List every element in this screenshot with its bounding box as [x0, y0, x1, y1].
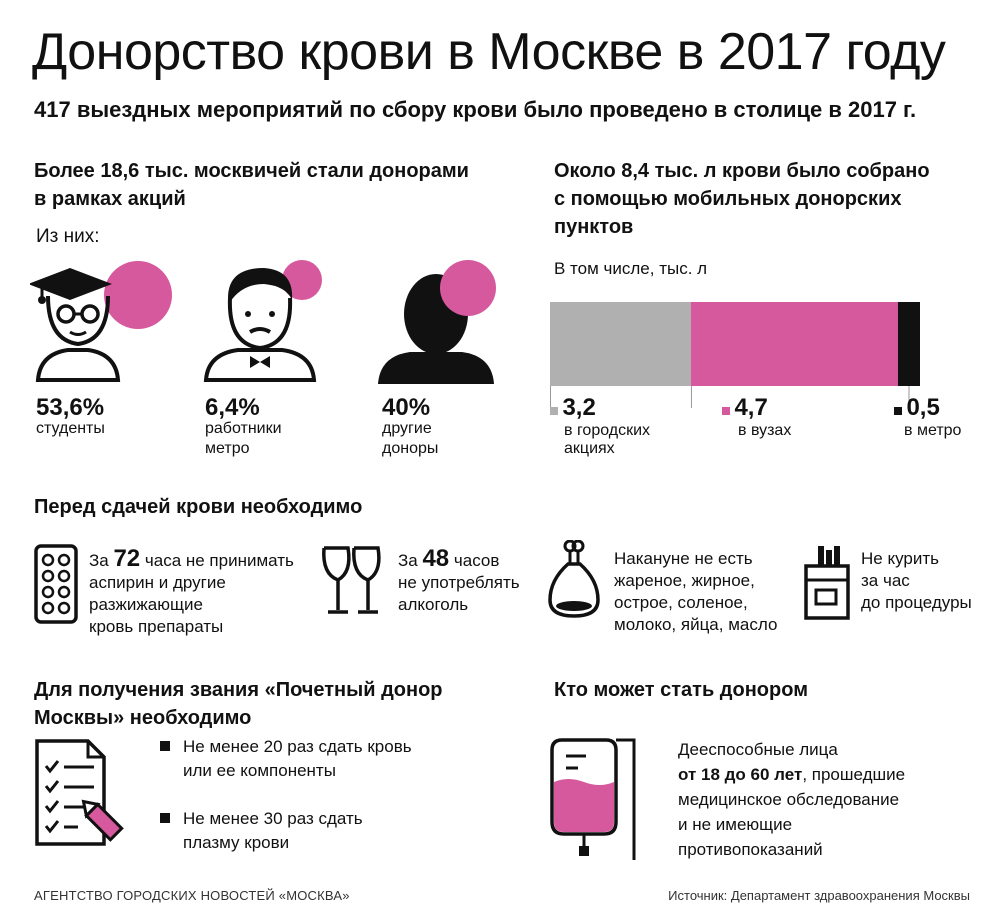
- smoking-line1: Не курить: [861, 549, 939, 568]
- unit-caption: В том числе, тыс. л: [554, 259, 708, 278]
- aspirin-line4: кровь препараты: [89, 617, 224, 636]
- metro-worker-icon: [203, 260, 322, 382]
- other-donors-label-line1: другие: [382, 420, 432, 437]
- of-them-label: Из них:: [36, 226, 100, 247]
- before-item-food: Накануне не есть жареное, жирное, острое…: [614, 548, 777, 636]
- honorary-plasma-line2: плазму крови: [183, 833, 290, 852]
- other-donors-label-line2: доноры: [382, 440, 439, 457]
- pills-icon: [34, 544, 78, 624]
- wine-glasses-icon: [322, 546, 381, 614]
- alcohol-pre: За: [398, 551, 423, 570]
- city-events-caption-line2: акциях: [564, 440, 615, 457]
- value-metro: 0,5: [906, 394, 940, 421]
- who-age-range: от 18 до 60 лет: [678, 765, 803, 784]
- cigarettes-icon: [804, 546, 850, 620]
- donors-heading-line1: Более 18,6 тыс. москвичей стали донорами: [34, 160, 469, 182]
- before-item-aspirin: За 72 часа не принимать аспирин и другие…: [89, 545, 294, 638]
- value-city-events: 3,2: [562, 394, 596, 421]
- who-line5: противопоказаний: [678, 840, 823, 859]
- alcohol-hours: 48: [422, 545, 450, 572]
- aspirin-post: часа не принимать: [140, 551, 294, 570]
- legend-swatch-pink: [722, 407, 730, 415]
- city-events-caption: в городских акциях: [564, 422, 650, 458]
- aspirin-hours: 72: [113, 545, 141, 572]
- aspirin-line3: разжижающие: [89, 595, 203, 614]
- blood-heading-line3: пунктов: [554, 216, 634, 238]
- alcohol-line3: алкоголь: [398, 595, 469, 614]
- honorary-heading: Для получения звания «Почетный донор Мос…: [34, 676, 443, 732]
- legend-swatch-black: [894, 407, 902, 415]
- aspirin-pre: За: [89, 551, 114, 570]
- who-line1: Дееспособные лица: [678, 740, 838, 759]
- agency-credit: АГЕНТСТВО ГОРОДСКИХ НОВОСТЕЙ «МОСКВА»: [34, 888, 350, 903]
- bar-segment-universities: [690, 302, 898, 386]
- before-heading: Перед сдачей крови необходимо: [34, 496, 363, 518]
- honorary-blood-line1: Не менее 20 раз сдать кровь: [183, 737, 412, 756]
- before-item-alcohol: За 48 часов не употреблять алкоголь: [398, 545, 520, 616]
- student-icon: [30, 261, 172, 382]
- blood-heading-line2: с помощью мобильных донорских: [554, 188, 902, 210]
- segment-label-city-events: 3,2 в городских акциях: [550, 394, 650, 458]
- smoking-line3: до процедуры: [861, 593, 972, 612]
- metro-workers-pct: 6,4%: [205, 394, 260, 421]
- honorary-heading-line2: Москвы» необходимо: [34, 707, 252, 729]
- food-line2: жареное, жирное,: [614, 571, 755, 590]
- donors-heading-line2: в рамках акций: [34, 188, 186, 210]
- other-donors-label: другие доноры: [382, 419, 438, 459]
- stacked-bar-chart: [550, 302, 920, 408]
- segment-label-metro: 0,5 в метро: [894, 394, 961, 440]
- who-line3: медицинское обследование: [678, 790, 900, 809]
- who-line2-rest: , прошедшие: [802, 765, 906, 784]
- metro-workers-label-line2: метро: [205, 440, 250, 457]
- students-pct: 53,6%: [36, 394, 105, 421]
- food-line3: острое, соленое,: [614, 593, 748, 612]
- other-donors-pct: 40%: [382, 394, 431, 421]
- universities-caption: в вузах: [738, 422, 792, 439]
- honorary-item-blood: Не менее 20 раз сдать кровь или ее компо…: [183, 735, 412, 783]
- before-item-smoking: Не курить за час до процедуры: [861, 548, 972, 614]
- metro-workers-label-line1: работники: [205, 420, 282, 437]
- honorary-plasma-line1: Не менее 30 раз сдать: [183, 809, 363, 828]
- donors-heading: Более 18,6 тыс. москвичей стали донорами…: [34, 157, 469, 213]
- other-donor-icon: [378, 260, 496, 384]
- bullet-square: [160, 741, 170, 751]
- bar-segment-metro: [897, 302, 920, 386]
- smoking-line2: за час: [861, 571, 910, 590]
- metro-workers-label: работники метро: [205, 419, 282, 459]
- food-line4: молоко, яйца, масло: [614, 615, 778, 634]
- who-heading: Кто может стать донором: [554, 679, 808, 701]
- checklist-icon: [35, 739, 124, 846]
- chicken-leg-icon: [548, 540, 600, 618]
- legend-swatch-gray: [550, 407, 558, 415]
- alcohol-post: часов: [449, 551, 500, 570]
- segment-label-universities: 4,7 в вузах: [722, 394, 791, 440]
- metro-caption: в метро: [904, 422, 962, 439]
- blood-heading-line1: Около 8,4 тыс. л крови было собрано: [554, 160, 930, 182]
- food-line1: Накануне не есть: [614, 549, 753, 568]
- value-universities: 4,7: [734, 394, 768, 421]
- page-subtitle: 417 выездных мероприятий по сбору крови …: [34, 97, 917, 122]
- honorary-heading-line1: Для получения звания «Почетный донор: [34, 679, 443, 701]
- honorary-item-plasma: Не менее 30 раз сдать плазму крови: [183, 807, 363, 855]
- who-description: Дееспособные лица от 18 до 60 лет, проше…: [678, 737, 905, 862]
- blood-heading: Около 8,4 тыс. л крови было собрано с по…: [554, 157, 930, 241]
- city-events-caption-line1: в городских: [564, 422, 651, 439]
- blood-bag-icon: [550, 738, 636, 860]
- honorary-blood-line2: или ее компоненты: [183, 761, 336, 780]
- bar-segment-city-events: [550, 302, 691, 386]
- aspirin-line2: аспирин и другие: [89, 573, 226, 592]
- source-credit: Источник: Департамент здравоохранения Мо…: [668, 888, 970, 903]
- bullet-square: [160, 813, 170, 823]
- page-title: Донорство крови в Москве в 2017 году: [32, 23, 946, 81]
- students-label: студенты: [36, 419, 105, 439]
- students-label-line1: студенты: [36, 420, 105, 437]
- alcohol-line2: не употреблять: [398, 573, 520, 592]
- who-line4: и не имеющие: [678, 815, 793, 834]
